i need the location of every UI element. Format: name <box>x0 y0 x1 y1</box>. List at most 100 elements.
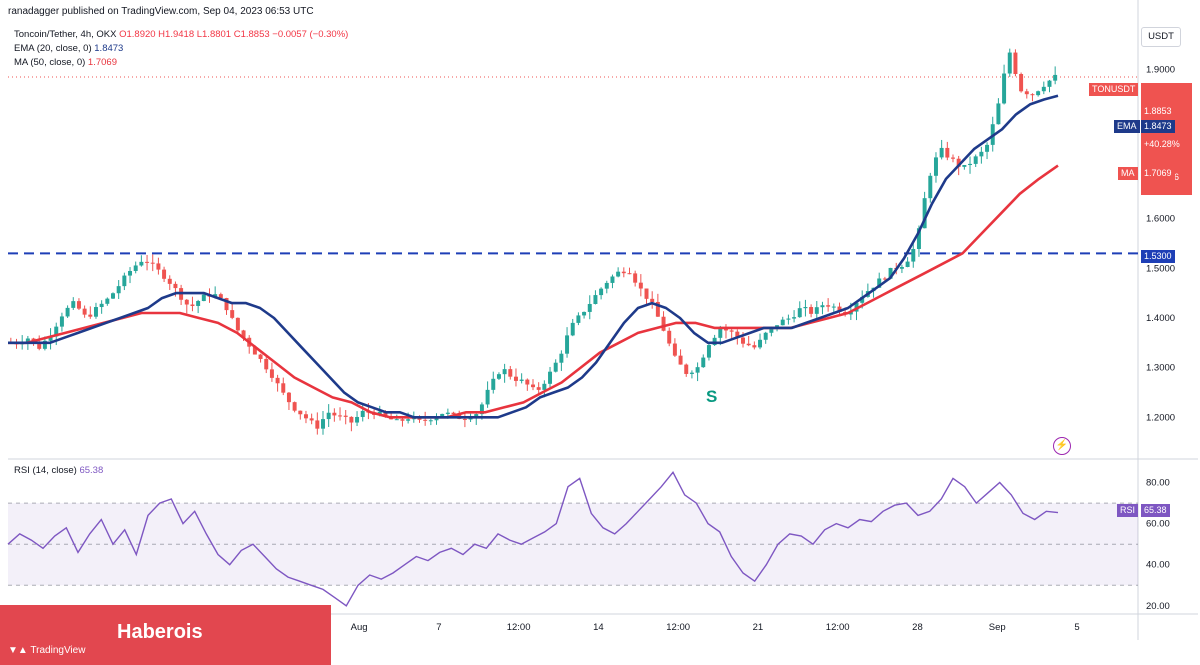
candle-body <box>241 330 246 338</box>
candle-body <box>548 371 553 384</box>
candle-body <box>729 330 734 332</box>
candle-body <box>218 294 223 299</box>
candle-body <box>76 301 81 309</box>
candle-body <box>985 144 990 152</box>
ma-line <box>8 164 1059 419</box>
lightning-icon[interactable]: ⚡ <box>1053 437 1071 455</box>
candle-body <box>82 308 87 315</box>
ma-label: MA (50, close, 0) <box>14 57 86 68</box>
candle-body <box>786 318 791 320</box>
candle-body <box>156 263 161 270</box>
candle-body <box>661 316 666 331</box>
candle-body <box>951 157 955 159</box>
tv-logo-icon: ▼▲ <box>8 645 28 656</box>
candle-body <box>962 165 967 167</box>
candle-body <box>939 147 944 158</box>
level-axis-value: 1.5300 <box>1141 250 1175 263</box>
candle-body <box>905 261 910 267</box>
symbol-label: Toncoin/Tether, 4h, OKX <box>14 29 117 40</box>
candle-body <box>1030 94 1035 96</box>
time-tick-label: Sep <box>989 622 1006 633</box>
candle-body <box>1013 52 1018 75</box>
price-tick-label: 1.9000 <box>1146 65 1175 76</box>
rsi-axis-value: 65.38 <box>1141 504 1170 517</box>
candle-body <box>37 341 42 349</box>
candle-body <box>485 389 490 405</box>
rsi-tick-label: 40.00 <box>1146 560 1170 571</box>
candle-body <box>128 270 133 276</box>
candle-body <box>445 412 450 414</box>
candle-body <box>718 328 723 338</box>
candle-body <box>667 330 672 344</box>
ema-line <box>8 94 1059 419</box>
candle-body <box>1019 74 1024 92</box>
candle-body <box>111 293 115 299</box>
candle-body <box>99 303 104 308</box>
candle-body <box>684 364 689 374</box>
ma-axis-value: 1.7069 <box>1141 167 1175 180</box>
candle-body <box>59 316 64 327</box>
s-annotation: S <box>706 387 718 406</box>
candle-body <box>689 372 694 374</box>
candle-body <box>582 311 587 316</box>
candle-body <box>638 282 643 289</box>
candle-body <box>303 414 308 419</box>
candle-body <box>877 278 882 288</box>
candle-body <box>162 269 167 279</box>
candle-body <box>973 156 978 164</box>
candle-body <box>809 307 814 314</box>
candle-body <box>122 275 127 287</box>
rsi-label: RSI (14, close) <box>14 465 77 476</box>
symbol-ohlc-line: Toncoin/Tether, 4h, OKX O1.8920 H1.9418 … <box>14 29 348 40</box>
time-tick-label: 12:00 <box>507 622 531 633</box>
candle-body <box>797 308 802 318</box>
candle-body <box>1053 74 1058 81</box>
candle-body <box>621 271 626 274</box>
candle-body <box>235 317 240 331</box>
candle-body <box>1036 91 1041 96</box>
brand-name: Haberois <box>117 621 203 643</box>
candle-body <box>502 369 507 375</box>
time-tick-label: 12:00 <box>826 622 850 633</box>
candle-body <box>105 298 110 304</box>
candle-body <box>326 412 331 420</box>
ema-axis-value: 1.8473 <box>1141 120 1175 133</box>
currency-button[interactable]: USDT <box>1141 27 1181 47</box>
candle-body <box>531 384 535 388</box>
candle-body <box>451 412 456 415</box>
candle-body <box>190 304 195 306</box>
candle-body <box>519 379 524 381</box>
candle-body <box>780 319 785 326</box>
candle-body <box>491 378 496 390</box>
candle-body <box>928 175 933 199</box>
candle-body <box>650 298 655 302</box>
time-tick-label: 7 <box>436 622 441 633</box>
candle-body <box>899 266 904 269</box>
candle-body <box>150 262 155 264</box>
candle-body <box>576 315 581 323</box>
candle-body <box>633 273 638 283</box>
candle-body <box>48 336 53 341</box>
candle-body <box>309 418 314 421</box>
ema-legend[interactable]: EMA (20, close, 0) 1.8473 <box>14 43 123 54</box>
rsi-legend[interactable]: RSI (14, close) 65.38 <box>14 465 103 476</box>
rsi-tick-label: 20.00 <box>1146 601 1170 612</box>
candle-body <box>1047 80 1052 87</box>
rsi-tag: RSI <box>1117 504 1139 517</box>
candle-body <box>996 103 1001 125</box>
candle-body <box>338 415 343 417</box>
candle-body <box>139 261 144 266</box>
candle-body <box>88 314 93 317</box>
candle-body <box>570 322 575 336</box>
candle-body <box>587 303 592 312</box>
candle-body <box>746 343 751 346</box>
candle-body <box>769 327 774 333</box>
ma-legend[interactable]: MA (50, close, 0) 1.7069 <box>14 57 117 68</box>
candle-body <box>860 296 865 303</box>
rsi-band <box>8 503 1138 586</box>
candle-body <box>752 345 757 348</box>
candle-body <box>706 345 711 358</box>
rsi-value: 65.38 <box>79 465 104 476</box>
candle-body <box>406 419 411 421</box>
